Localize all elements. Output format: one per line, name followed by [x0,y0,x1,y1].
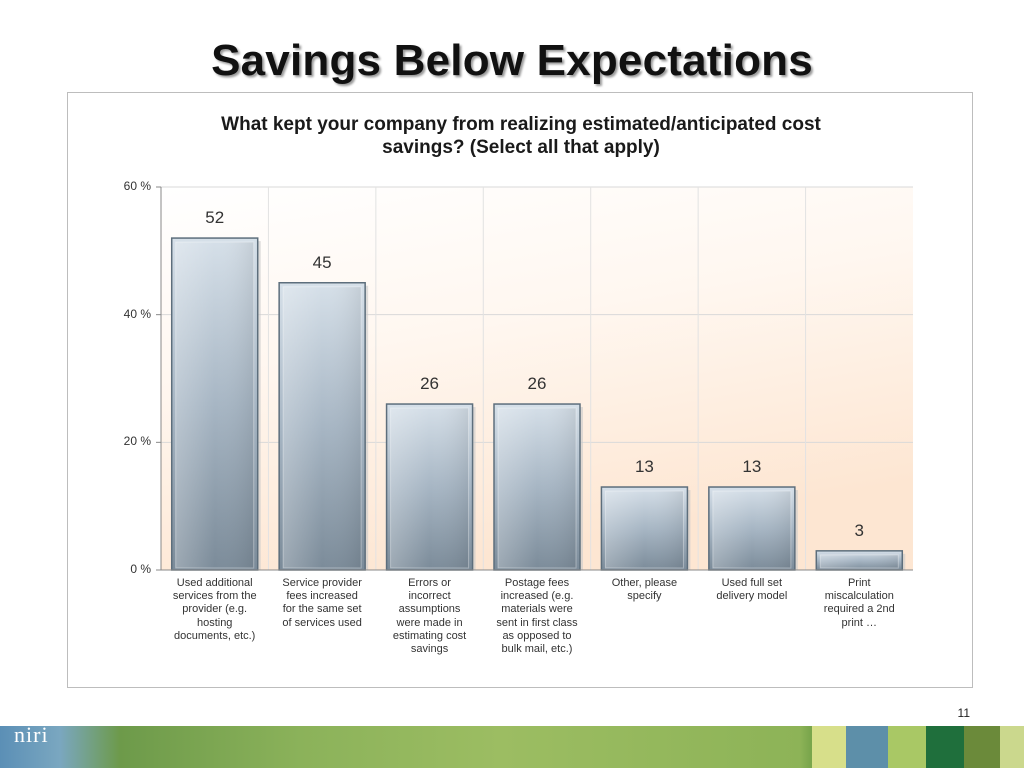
category-label-line: for the same set [282,603,362,616]
category-label-line: Service provider [282,577,362,589]
category-label-line: were made in [396,616,463,629]
bar-layer [170,237,906,571]
category-label-line: print … [841,616,878,629]
bar-highlight [819,554,899,569]
category-label-line: delivery model [716,590,788,603]
bar-value-label: 13 [634,457,654,477]
category-label: Service provider fees increased for the sa… [268,577,376,630]
category-label-line: sent in first class [496,616,578,629]
category-label-line: Used additional [176,577,253,589]
category-label-line: provider (e.g. [182,603,248,616]
category-label: Used full set delivery model [698,577,806,603]
category-label: Other, please specify [590,577,698,603]
bar-highlight [712,490,792,569]
bar-highlight [497,407,577,569]
chart-question-line-2: savings? (Select all that apply) [382,137,660,158]
bar-value-label: 26 [527,374,547,394]
bar-value-label: 45 [312,252,332,272]
category-label-line: specify [627,590,662,603]
category-label-line: services from the [172,590,257,603]
bar-value-label: 26 [420,374,440,394]
chart-question-line-1: What kept your company from realizing es… [221,114,821,135]
category-label-line: of services used [282,616,362,629]
category-label-line: materials were [501,603,573,616]
y-tick-label: 0 % [130,562,151,576]
footer-block-lime [888,726,926,768]
y-tick-label: 40 % [123,306,151,321]
category-label-line: increased (e.g. [500,590,574,603]
category-label-line: Postage fees [504,577,570,589]
bar-value-label: 13 [742,457,762,477]
page-number: 11 [957,706,970,720]
chart-panel: What kept your company from realizing es… [67,92,973,688]
category-label-line: documents, etc.) [174,629,256,642]
y-tick-label: 60 % [123,179,151,193]
bar-highlight [390,407,470,569]
category-label-line: savings [410,643,449,656]
footer-block-pale [1000,726,1024,768]
category-label: Errors or incorrect assumptions were made i… [376,577,484,656]
y-tick-label: 20 % [123,434,151,449]
category-label-line: hosting [196,616,233,629]
footer-block-light [812,726,846,768]
category-label-line: fees increased [286,590,358,603]
footer-block-dark [926,726,964,768]
slide-title: Savings Below Expectations [211,36,813,85]
bar-highlight [175,241,255,569]
category-label-line: Other, please [611,577,678,589]
bar-value-label: 52 [205,208,225,228]
category-label-line: Print [847,577,871,589]
footer-band [0,726,1024,768]
category-label: Postage fees increased (e.g. materials wer… [483,577,591,656]
category-label-line: Used full set [721,577,783,589]
niri-logo: niri [14,722,49,747]
footer-block-blue [846,726,888,768]
category-label-line: estimating cost [392,629,467,642]
category-label-line: bulk mail, etc.) [501,643,573,656]
category-label-line: as opposed to [502,629,572,642]
category-label: Used additional services from the provider… [161,577,269,643]
bar-highlight [282,286,362,569]
category-label-line: assumptions [398,603,461,616]
category-label-line: incorrect [408,590,451,603]
category-label-line: miscalculation [824,590,894,603]
bar-highlight [604,490,684,569]
chart-svg [156,186,913,571]
category-label: Print miscalculation required a 2nd print … [805,577,913,630]
category-label-line: required a 2nd [823,603,895,616]
chart-question: What kept your company from realizing es… [68,113,974,159]
category-label-line: Errors or [408,577,451,589]
bar-value-label: 3 [854,520,865,540]
footer-block-olive [964,726,1000,768]
